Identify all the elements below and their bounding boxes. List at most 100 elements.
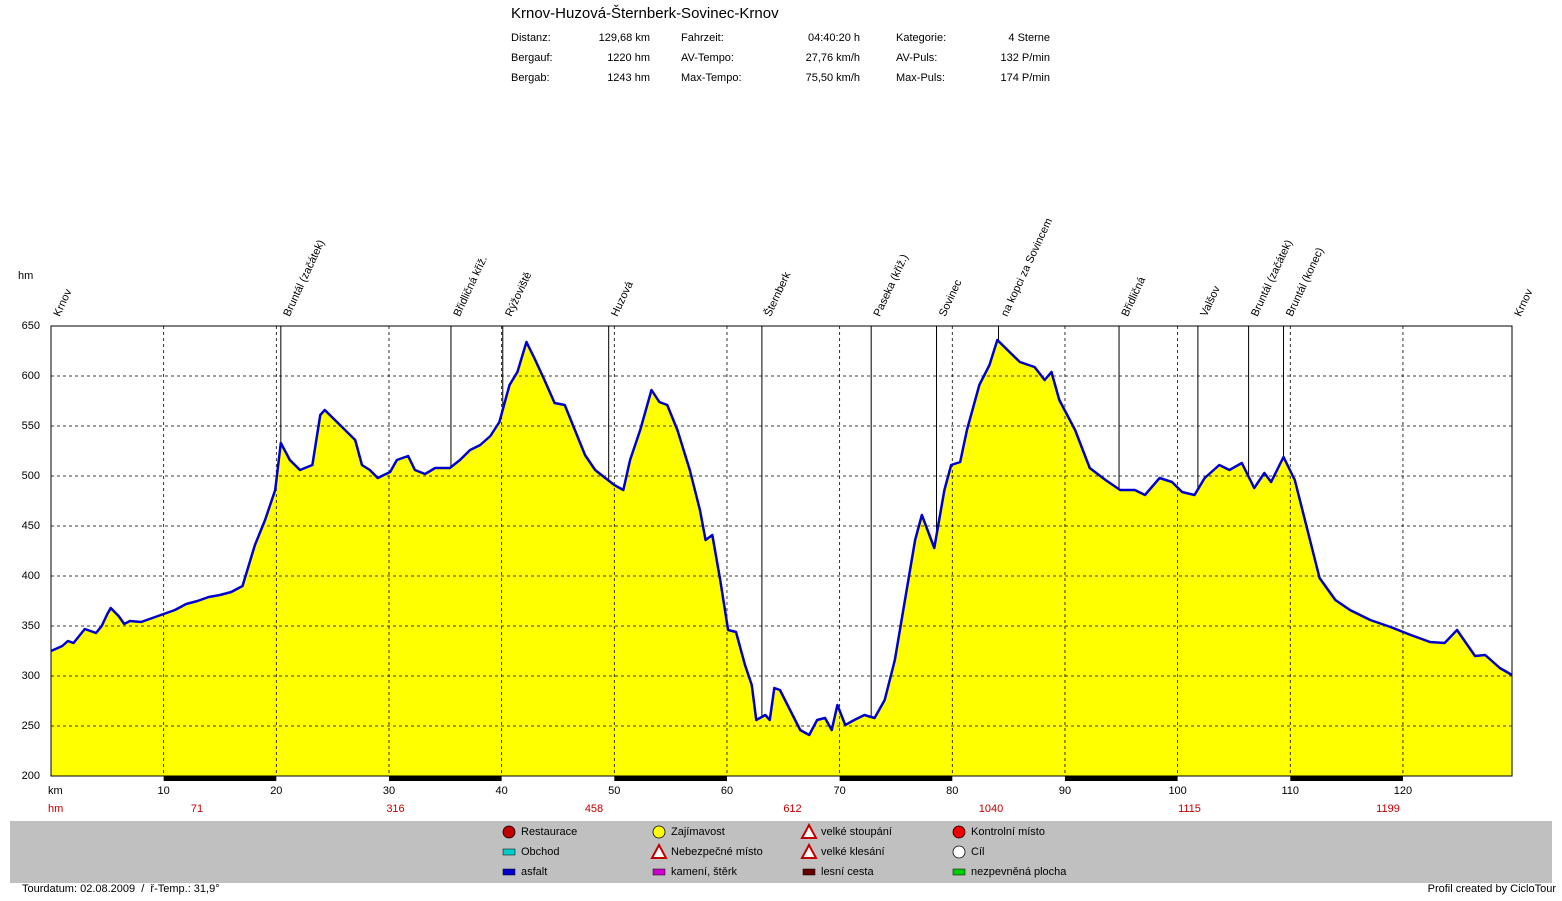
climb-value: 1040 (979, 803, 1003, 815)
legend-item: nezpevněná plocha (952, 866, 1067, 878)
footer-right: Profil created by CicloTour (1428, 883, 1557, 895)
axis-band (1290, 776, 1403, 781)
y-tick-label: 450 (22, 520, 40, 532)
waypoint-label: Sovinec (937, 278, 965, 319)
legend-item: Cíl (952, 845, 984, 859)
stat-text: 4 Sterne (1008, 32, 1050, 44)
legend-label: Kontrolní místo (971, 826, 1045, 838)
axis-band (614, 776, 727, 781)
x-tick-label: 90 (1059, 785, 1071, 797)
legend-item: asfalt (502, 866, 547, 878)
waypoint-label: na kopci za Sovincem (999, 216, 1055, 318)
waypoint-label: Břidličná (1120, 274, 1149, 318)
axis-band (839, 776, 953, 781)
stat-text: Max-Tempo: (681, 72, 742, 84)
legend-label: velké stoupání (821, 826, 892, 838)
y-tick-label: 200 (22, 770, 40, 782)
legend-icon (502, 825, 516, 839)
legend-label: Obchod (521, 846, 560, 858)
legend-item: kamení, štěrk (652, 866, 738, 878)
footer-left: Tourdatum: 02.08.2009 / ř-Temp.: 31,9° (22, 883, 220, 895)
stat-text: Fahrzeit: (681, 32, 724, 44)
plot-frame (50, 325, 1513, 777)
legend-item: Nebezpečné místo (650, 842, 763, 859)
axis-band (163, 776, 277, 781)
legend-icon (802, 868, 816, 876)
legend-label: lesní cesta (821, 866, 874, 878)
stat-text: Distanz: (511, 32, 551, 44)
legend-label: Restaurace (521, 826, 577, 838)
waypoint-label: Šternberk (761, 269, 793, 318)
stat-text: Bergab: (511, 72, 550, 84)
y-tick-label: 500 (22, 470, 40, 482)
legend-icon (952, 868, 966, 876)
x-tick-label: 40 (496, 785, 508, 797)
stat-text: 75,50 km/h (806, 72, 860, 84)
stat-text: Max-Puls: (896, 72, 945, 84)
x-tick-label: 120 (1394, 785, 1412, 797)
legend-label: velké klesání (821, 846, 885, 858)
stat-text: 129,68 km (599, 32, 650, 44)
x-tick-label: 100 (1168, 785, 1186, 797)
legend-icon (650, 842, 668, 859)
stat-text: Kategorie: (896, 32, 946, 44)
legend-label: Cíl (971, 846, 984, 858)
stat-text: 174 P/min (1000, 72, 1050, 84)
legend-icon (800, 822, 818, 839)
x-tick-label: 70 (834, 785, 846, 797)
climb-label: hm (48, 803, 63, 815)
legend-item: lesní cesta (802, 866, 874, 878)
x-tick-label: 20 (270, 785, 282, 797)
stat-text: 27,76 km/h (806, 52, 860, 64)
stat-text: 04:40:20 h (808, 32, 860, 44)
legend-item: Restaurace (502, 825, 577, 839)
legend-icon (652, 825, 666, 839)
legend-label: Zajímavost (671, 826, 725, 838)
legend-icon (502, 868, 516, 876)
waypoint-label: Bruntál (konec) (1284, 246, 1326, 319)
legend-icon (652, 868, 666, 876)
waypoint-label: Bruntál (začátek) (281, 238, 327, 318)
climb-value: 1199 (1376, 803, 1400, 815)
stat-text: 1243 hm (607, 72, 650, 84)
profile-area (51, 340, 1512, 776)
y-tick-label: 600 (22, 370, 40, 382)
y-tick-label: 400 (22, 570, 40, 582)
legend-label: nezpevněná plocha (971, 866, 1067, 878)
waypoint-label: Rýžoviště (503, 270, 534, 318)
x-tick-label: 10 (158, 785, 170, 797)
climb-value: 458 (585, 803, 603, 815)
legend-item: Kontrolní místo (952, 825, 1045, 839)
y-tick-label: 350 (22, 620, 40, 632)
y-tick-label: 550 (22, 420, 40, 432)
y-tick-label: 650 (22, 320, 40, 332)
profile-line (50, 338, 1513, 737)
waypoint-label: Paseka (křiž.) (872, 252, 911, 318)
axis-band (388, 776, 502, 781)
legend-icon (952, 845, 966, 859)
legend-item: velké stoupání (800, 822, 892, 839)
y-tick-label: 300 (22, 670, 40, 682)
climb-value: 1115 (1178, 803, 1201, 815)
legend-label: asfalt (521, 866, 547, 878)
waypoint-label: Břidličná křiž. (451, 254, 490, 318)
stat-text: 1220 hm (607, 52, 650, 64)
legend-icon (952, 825, 966, 839)
legend-panel (10, 821, 1552, 883)
legend-icon (800, 842, 818, 859)
climb-value: 612 (783, 803, 801, 815)
legend-item: velké klesání (800, 842, 885, 859)
x-tick-label: 110 (1282, 785, 1300, 797)
legend-label: kamení, štěrk (671, 866, 738, 878)
chart-title: Krnov-Huzová-Šternberk-Sovinec-Krnov (511, 5, 779, 22)
stat-text: AV-Tempo: (681, 52, 734, 64)
x-tick-label: 80 (946, 785, 958, 797)
climb-value: 316 (386, 803, 404, 815)
stat-text: 132 P/min (1000, 52, 1050, 64)
stat-text: AV-Puls: (896, 52, 937, 64)
waypoint-label: Krnov (51, 287, 74, 319)
x-tick-label: 50 (608, 785, 620, 797)
legend-item: Zajímavost (652, 825, 725, 839)
legend-label: Nebezpečné místo (671, 846, 763, 858)
